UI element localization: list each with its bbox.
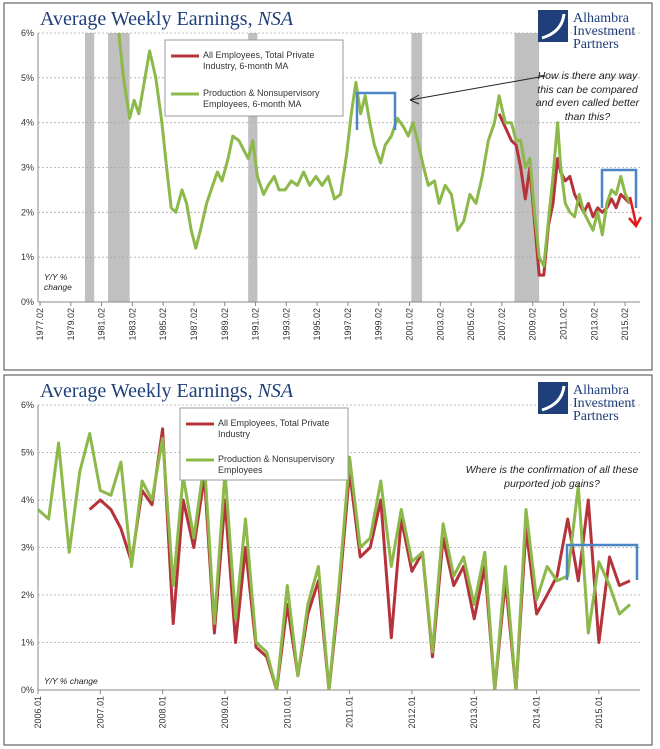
logo-text: Partners xyxy=(573,37,619,52)
y-tick-label: 0% xyxy=(21,297,34,307)
x-tick-label: 2003.02 xyxy=(435,308,445,341)
x-tick-label: 2012.01 xyxy=(407,696,417,729)
bracket xyxy=(600,168,638,208)
shaded-period xyxy=(411,33,423,302)
logo-text: Investment xyxy=(573,24,635,39)
chart-title: Average Weekly Earnings, NSA xyxy=(40,8,294,30)
y-tick-label: 4% xyxy=(21,118,34,128)
x-tick-label: 2015.01 xyxy=(594,696,604,729)
x-tick-label: 1983.02 xyxy=(127,308,137,341)
x-tick-label: 2013.02 xyxy=(589,308,599,341)
y-axis-label: Y/Y % change xyxy=(44,272,72,292)
x-tick-label: 1987.02 xyxy=(189,308,199,341)
x-tick-label: 1977.02 xyxy=(35,308,45,341)
logo-curve xyxy=(541,385,566,412)
arrow xyxy=(409,75,546,101)
legend-label-box: All Employees, Total Private Industry xyxy=(218,418,330,440)
annotation-box: How is there any way this can be compare… xyxy=(535,70,640,123)
logo-text: Investment xyxy=(573,396,635,411)
logo-text: Alhambra xyxy=(573,383,630,398)
y-tick-label: 3% xyxy=(21,543,34,553)
y-axis-label-box: Y/Y % change xyxy=(44,272,72,292)
y-tick-label: 0% xyxy=(21,685,34,695)
x-tick-label: 1993.02 xyxy=(281,308,291,341)
arrow-head xyxy=(409,94,420,105)
y-tick-label: 4% xyxy=(21,495,34,505)
y-tick-label: 6% xyxy=(21,28,34,38)
title-text: Average Weekly Earnings, xyxy=(40,8,253,30)
x-tick-label: 2008.01 xyxy=(158,696,168,729)
y-axis-label: Y/Y % change xyxy=(44,676,98,686)
x-tick-label: 2011.02 xyxy=(558,308,568,340)
x-tick-label: 2005.02 xyxy=(466,308,476,341)
x-tick-label: 2015.02 xyxy=(620,308,630,341)
x-tick-label: 2001.02 xyxy=(405,308,415,341)
x-tick-label: 2009.02 xyxy=(528,308,538,341)
legend-label-box: All Employees, Total Private Industry, 6… xyxy=(203,50,315,72)
x-tick-label: 2009.01 xyxy=(220,696,230,729)
title-italic: NSA xyxy=(257,8,294,30)
x-tick-label: 1995.02 xyxy=(312,308,322,341)
y-tick-label: 5% xyxy=(21,448,34,458)
series-line xyxy=(117,33,632,268)
bracket xyxy=(355,91,397,130)
annotation: Where is the confirmation of all these p… xyxy=(465,464,639,490)
x-tick-label: 1999.02 xyxy=(374,308,384,341)
x-tick-label: 2007.02 xyxy=(497,308,507,341)
y-tick-label: 1% xyxy=(21,638,34,648)
legend-label: All Employees, Total Private Industry xyxy=(218,418,330,440)
legend-label: All Employees, Total Private Industry, 6… xyxy=(203,50,315,72)
logo-text: Alhambra xyxy=(573,11,630,26)
x-tick-label: 2014.01 xyxy=(532,696,542,729)
y-tick-label: 5% xyxy=(21,73,34,83)
logo-text: Partners xyxy=(573,409,619,424)
x-tick-label: 2007.01 xyxy=(95,696,105,729)
legend xyxy=(164,39,344,117)
legend-label: Production & Nonsupervisory Employees xyxy=(218,454,335,476)
annotation-box: Where is the confirmation of all these p… xyxy=(465,464,639,490)
x-tick-label: 2006.01 xyxy=(33,696,43,729)
y-tick-label: 2% xyxy=(21,207,34,217)
annotation: How is there any way this can be compare… xyxy=(535,70,640,123)
x-tick-label: 1991.02 xyxy=(251,308,261,341)
logo-curve xyxy=(541,13,566,40)
legend-label-box: Production & Nonsupervisory Employees xyxy=(218,454,335,476)
x-tick-label: 2011.01 xyxy=(345,696,355,728)
bracket xyxy=(565,543,639,580)
y-tick-label: 2% xyxy=(21,590,34,600)
title-text: Average Weekly Earnings, xyxy=(40,380,253,402)
legend-label-box: Production & Nonsupervisory Employees, 6… xyxy=(203,88,320,110)
y-tick-label: 1% xyxy=(21,252,34,262)
x-tick-label: 1985.02 xyxy=(158,308,168,341)
series-line xyxy=(497,113,632,277)
x-tick-label: 2013.01 xyxy=(469,696,479,729)
legend xyxy=(179,407,349,481)
x-tick-label: 1981.02 xyxy=(97,308,107,341)
title-italic: NSA xyxy=(257,380,294,402)
shaded-period xyxy=(248,33,258,302)
shaded-period xyxy=(84,33,95,302)
x-tick-label: 1989.02 xyxy=(220,308,230,341)
chart-title: Average Weekly Earnings, NSA xyxy=(40,380,294,402)
y-tick-label: 3% xyxy=(21,163,34,173)
y-axis-label-box: Y/Y % change xyxy=(44,676,98,686)
y-tick-label: 6% xyxy=(21,400,34,410)
red-arrow xyxy=(628,196,643,229)
legend-label: Production & Nonsupervisory Employees, 6… xyxy=(203,88,320,110)
series-line xyxy=(88,427,631,690)
x-tick-label: 1997.02 xyxy=(343,308,353,341)
x-tick-label: 2010.01 xyxy=(282,696,292,729)
x-tick-label: 1979.02 xyxy=(66,308,76,341)
series-line xyxy=(38,432,632,690)
